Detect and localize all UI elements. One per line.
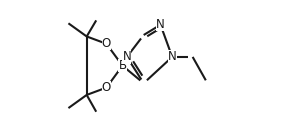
Text: N: N — [168, 50, 177, 63]
Text: B: B — [119, 59, 127, 72]
Text: N: N — [123, 50, 131, 63]
Text: N: N — [156, 18, 165, 31]
Text: O: O — [102, 81, 111, 94]
Text: O: O — [102, 37, 111, 50]
